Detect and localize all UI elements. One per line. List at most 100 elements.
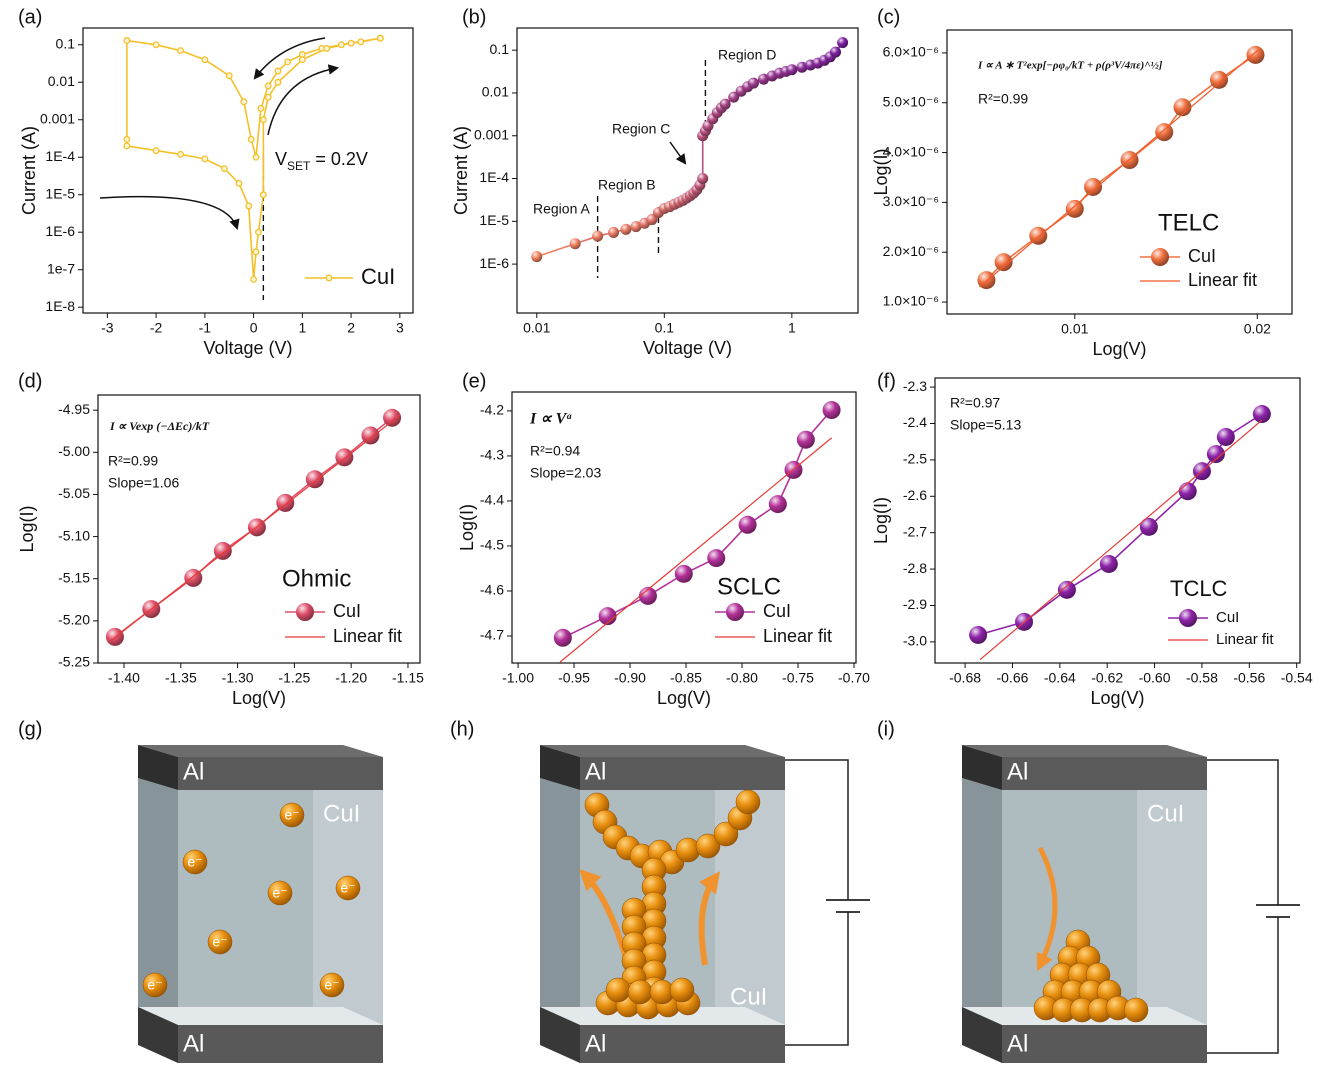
x-tick-label: 1 — [788, 320, 796, 336]
data-point — [202, 57, 208, 63]
y-tick-label: 1.0×10⁻⁶ — [883, 293, 939, 309]
electrode — [580, 1025, 785, 1063]
arrow — [268, 68, 337, 135]
data-point — [1217, 428, 1235, 446]
fit-stat: R²=0.99 — [978, 91, 1028, 107]
data-point — [300, 57, 306, 63]
data-point — [275, 68, 281, 74]
data-point — [720, 99, 731, 110]
wire — [785, 912, 848, 1045]
electrode — [1002, 1025, 1207, 1063]
x-tick-label: -1.40 — [108, 670, 140, 686]
data-point — [830, 47, 841, 58]
y-tick-label: 2.0×10⁻⁶ — [883, 243, 939, 259]
carrier-label: e⁻ — [340, 880, 355, 896]
annotation-sub: SET — [287, 159, 311, 173]
data-point — [124, 38, 130, 44]
data-point — [246, 203, 252, 209]
data-point — [620, 224, 631, 235]
x-tick-label: 3 — [396, 320, 404, 336]
annotation-text: V — [275, 149, 287, 169]
legend-marker — [726, 603, 744, 621]
data-point — [265, 94, 271, 100]
y-tick-label: 0.1 — [56, 35, 76, 51]
y-tick-label: 1E-6 — [45, 223, 75, 239]
x-tick-label: -0.75 — [782, 670, 814, 686]
panel-label: (i) — [877, 718, 895, 740]
x-tick-label: -1.35 — [165, 670, 197, 686]
y-tick-label: -4.5 — [480, 537, 504, 553]
y-tick-label: -2.6 — [903, 487, 927, 503]
fit-stat: R²=0.94 — [530, 443, 580, 459]
data-point — [823, 401, 841, 419]
x-tick-label: -1.30 — [222, 670, 254, 686]
y-tick-label: 1E-6 — [479, 255, 509, 271]
x-tick-label: -0.90 — [614, 670, 646, 686]
y-axis-label: Current (A) — [451, 126, 471, 215]
x-tick-label: -2 — [150, 320, 163, 336]
x-tick-label: -1.15 — [392, 670, 424, 686]
x-tick-label: -0.85 — [670, 670, 702, 686]
data-point — [178, 48, 184, 54]
carrier-label: e⁻ — [187, 854, 202, 870]
data-point — [378, 35, 384, 41]
panel-label: (e) — [462, 370, 486, 392]
panel-label: (a) — [18, 6, 42, 28]
carrier-label: e⁻ — [212, 934, 227, 950]
y-tick-label: 0.1 — [490, 41, 510, 57]
legend-marker — [1179, 609, 1197, 627]
y-tick-label: 1E-4 — [45, 148, 75, 164]
data-point — [797, 431, 815, 449]
layer-label: CuI — [323, 800, 360, 827]
electrode-face — [540, 745, 785, 757]
data-point — [608, 227, 619, 238]
data-point — [995, 253, 1013, 271]
data-point — [769, 495, 787, 513]
data-point — [570, 238, 581, 249]
x-axis-label: Log(V) — [232, 688, 286, 708]
x-tick-label: -0.60 — [1139, 670, 1171, 686]
annotation-text: = 0.2V — [310, 149, 368, 169]
x-axis-label: Voltage (V) — [203, 338, 292, 358]
carrier-label: e⁻ — [324, 977, 339, 993]
y-tick-label: -2.7 — [903, 523, 927, 539]
electrode-label: Al — [585, 1030, 606, 1057]
data-point — [1173, 98, 1191, 116]
legend-label: CuI — [333, 601, 361, 621]
y-tick-label: -4.6 — [480, 582, 504, 598]
x-tick-label: -1.00 — [502, 670, 534, 686]
x-tick-label: -0.66 — [996, 670, 1028, 686]
y-tick-label: -2.4 — [903, 414, 927, 430]
electrode — [178, 757, 383, 790]
data-point — [675, 565, 693, 583]
carrier-label: e⁻ — [284, 807, 299, 823]
x-tick-label: 0.02 — [1244, 321, 1271, 337]
data-point — [361, 426, 379, 444]
y-tick-label: -4.7 — [480, 627, 504, 643]
x-tick-label: -0.64 — [1044, 670, 1076, 686]
data-point — [241, 99, 247, 105]
particle — [1124, 998, 1148, 1022]
x-tick-label: 0.01 — [523, 320, 550, 336]
data-line — [563, 410, 832, 638]
equation: I ∝ A ∗ T²exp[−ρφ₀/kT + ρ(ρ³V/4πε)^½] — [977, 60, 1163, 72]
legend-label: Linear fit — [1216, 631, 1274, 648]
y-tick-label: 5.0×10⁻⁶ — [883, 93, 939, 109]
wire — [1207, 917, 1278, 1053]
equation: I ∝ Vᵅ — [529, 411, 572, 428]
data-point — [1140, 518, 1158, 536]
carrier-label: e⁻ — [272, 885, 287, 901]
electrode-label: Al — [1007, 758, 1028, 785]
y-tick-label: -2.8 — [903, 560, 927, 576]
wire — [1207, 760, 1278, 905]
x-tick-label: -0.68 — [949, 670, 981, 686]
data-point — [1066, 200, 1084, 218]
mechanism-label: TELC — [1158, 209, 1219, 236]
data-point — [592, 231, 603, 242]
arrow — [670, 142, 685, 163]
data-point — [285, 59, 291, 65]
y-tick-label: 0.001 — [474, 126, 509, 142]
data-point — [261, 192, 267, 198]
fit-stat: R²=0.97 — [950, 395, 1000, 411]
region-label: Region C — [612, 121, 670, 137]
